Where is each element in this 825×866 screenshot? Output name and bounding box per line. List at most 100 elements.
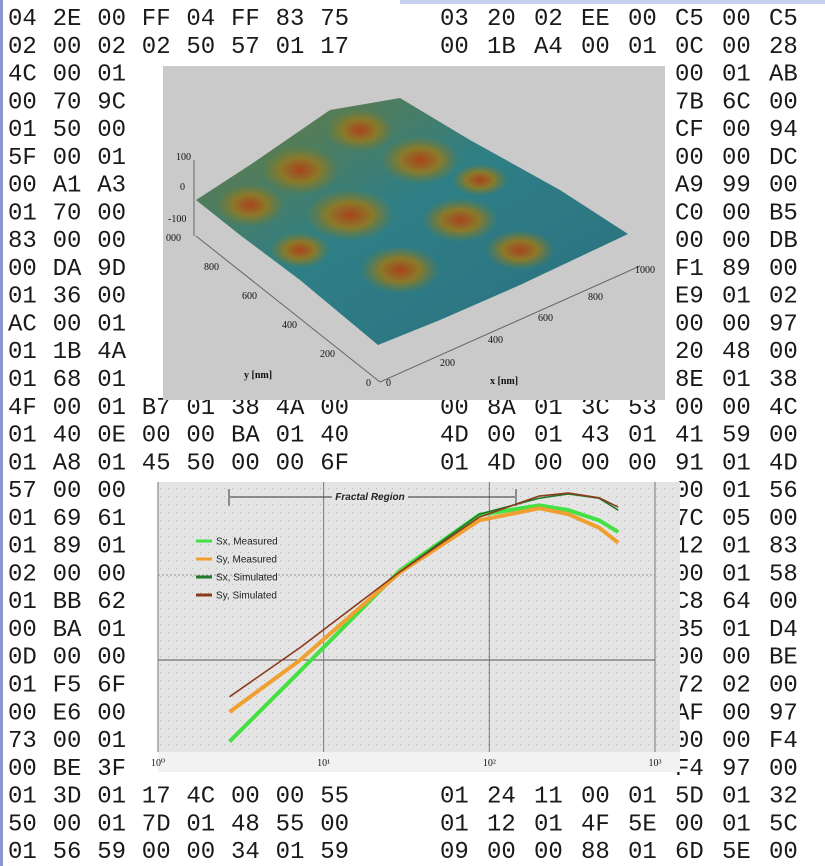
hex-byte: 00 xyxy=(8,756,37,783)
hex-byte: 01 xyxy=(628,34,657,61)
hex-byte: 01 xyxy=(440,784,469,811)
y-tick-label: 800 xyxy=(204,262,219,273)
hex-byte: 4F xyxy=(8,395,37,422)
hex-byte: 56 xyxy=(769,478,798,505)
hex-byte: A1 xyxy=(53,173,82,200)
hex-byte: 01 xyxy=(8,367,37,394)
hex-byte: F1 xyxy=(675,256,704,283)
hex-byte: 36 xyxy=(53,284,82,311)
hex-byte: 00 xyxy=(186,423,215,450)
hex-byte: 57 xyxy=(8,478,37,505)
hex-byte: 01 xyxy=(722,534,751,561)
hex-byte: A9 xyxy=(675,173,704,200)
hex-byte: 97 xyxy=(722,756,751,783)
hex-byte: 50 xyxy=(186,34,215,61)
axis xyxy=(195,235,381,383)
hex-byte: 01 xyxy=(8,117,37,144)
hex-byte: 4C xyxy=(769,395,798,422)
hex-byte: 4D xyxy=(440,423,469,450)
hex-byte: 00 xyxy=(769,506,798,533)
hex-byte: C0 xyxy=(675,200,704,227)
hex-byte: 01 xyxy=(8,339,37,366)
hex-byte: 00 xyxy=(97,478,126,505)
hex-byte: 48 xyxy=(722,339,751,366)
hex-byte: 20 xyxy=(487,6,516,33)
hex-byte: 01 xyxy=(722,62,751,89)
hex-byte: 00 xyxy=(97,200,126,227)
x-tick-label: 10⁰ xyxy=(151,758,165,769)
hex-byte: 62 xyxy=(97,589,126,616)
hex-byte: 00 xyxy=(487,839,516,866)
hex-byte: 69 xyxy=(53,506,82,533)
hex-byte: 00 xyxy=(53,478,82,505)
hex-byte: 01 xyxy=(722,478,751,505)
hex-byte: 38 xyxy=(769,367,798,394)
hex-byte: 00 xyxy=(142,839,171,866)
hex-byte: 43 xyxy=(581,423,610,450)
hex-byte: 2E xyxy=(53,6,82,33)
hex-byte: 9C xyxy=(97,89,126,116)
y-tick-label: 200 xyxy=(320,349,335,360)
series-line xyxy=(228,506,620,714)
x-tick-label: 10¹ xyxy=(317,758,330,769)
hex-byte: 01 xyxy=(628,839,657,866)
hex-byte: D4 xyxy=(769,617,798,644)
hex-byte: 5D xyxy=(675,784,704,811)
hex-byte: 00 xyxy=(722,117,751,144)
hex-byte: EE xyxy=(581,6,610,33)
hex-byte: 01 xyxy=(97,617,126,644)
hex-byte: 00 xyxy=(769,423,798,450)
hex-byte: E6 xyxy=(53,700,82,727)
hex-byte: 01 xyxy=(440,811,469,838)
hex-byte: 70 xyxy=(53,89,82,116)
hex-byte: 6D xyxy=(675,839,704,866)
hex-byte: 00 xyxy=(487,423,516,450)
hex-byte: 01 xyxy=(97,534,126,561)
hex-byte: 01 xyxy=(97,62,126,89)
y-tick-label: 600 xyxy=(242,291,257,302)
hex-byte: 5E xyxy=(722,839,751,866)
hex-byte: 5C xyxy=(769,811,798,838)
hex-byte: 00 xyxy=(97,6,126,33)
hex-byte: 91 xyxy=(675,450,704,477)
roughness-chart: 10⁰ 10¹ 10² 10³ Fractal Region Sx, Measured Sy… xyxy=(151,482,680,772)
hex-byte: A8 xyxy=(53,450,82,477)
hex-byte: FF xyxy=(142,6,171,33)
chart: 10⁰ 10¹ 10² 10³ Fractal Region Sx, Measured Sy… xyxy=(151,482,662,769)
hex-byte: 01 xyxy=(8,672,37,699)
x-tick-label: 10² xyxy=(483,758,496,769)
y-tick-label: 000 xyxy=(166,233,181,244)
hex-byte: 01 xyxy=(97,145,126,172)
hex-byte: 00 xyxy=(675,811,704,838)
hex-byte: 00 xyxy=(186,839,215,866)
x-tick-label: 200 xyxy=(440,358,455,369)
hex-byte: 17 xyxy=(142,784,171,811)
hex-byte: 8E xyxy=(675,367,704,394)
hex-byte: 00 xyxy=(8,700,37,727)
hex-byte: 00 xyxy=(97,284,126,311)
series-line xyxy=(228,503,620,744)
hex-byte: 01 xyxy=(8,589,37,616)
hex-byte: 4F xyxy=(581,811,610,838)
hex-byte: 50 xyxy=(186,450,215,477)
hex-byte: 00 xyxy=(722,728,751,755)
hex-byte: 01 xyxy=(722,617,751,644)
hex-byte: 01 xyxy=(8,284,37,311)
legend-label: Sx, Measured xyxy=(216,537,278,548)
hex-byte: 99 xyxy=(722,173,751,200)
hex-byte: 01 xyxy=(534,811,563,838)
hex-byte: 41 xyxy=(675,423,704,450)
hex-byte: 4C xyxy=(8,62,37,89)
hex-byte: 64 xyxy=(722,589,751,616)
hex-byte: 00 xyxy=(722,145,751,172)
hex-byte: 01 xyxy=(97,811,126,838)
hex-byte: 02 xyxy=(8,34,37,61)
hex-byte: 00 xyxy=(97,561,126,588)
hex-byte: 11 xyxy=(534,784,563,811)
hex-byte: 6F xyxy=(97,672,126,699)
hex-byte: 01 xyxy=(722,811,751,838)
hex-byte: 05 xyxy=(722,506,751,533)
hex-byte: AC xyxy=(8,311,37,338)
hex-byte: 01 xyxy=(186,811,215,838)
